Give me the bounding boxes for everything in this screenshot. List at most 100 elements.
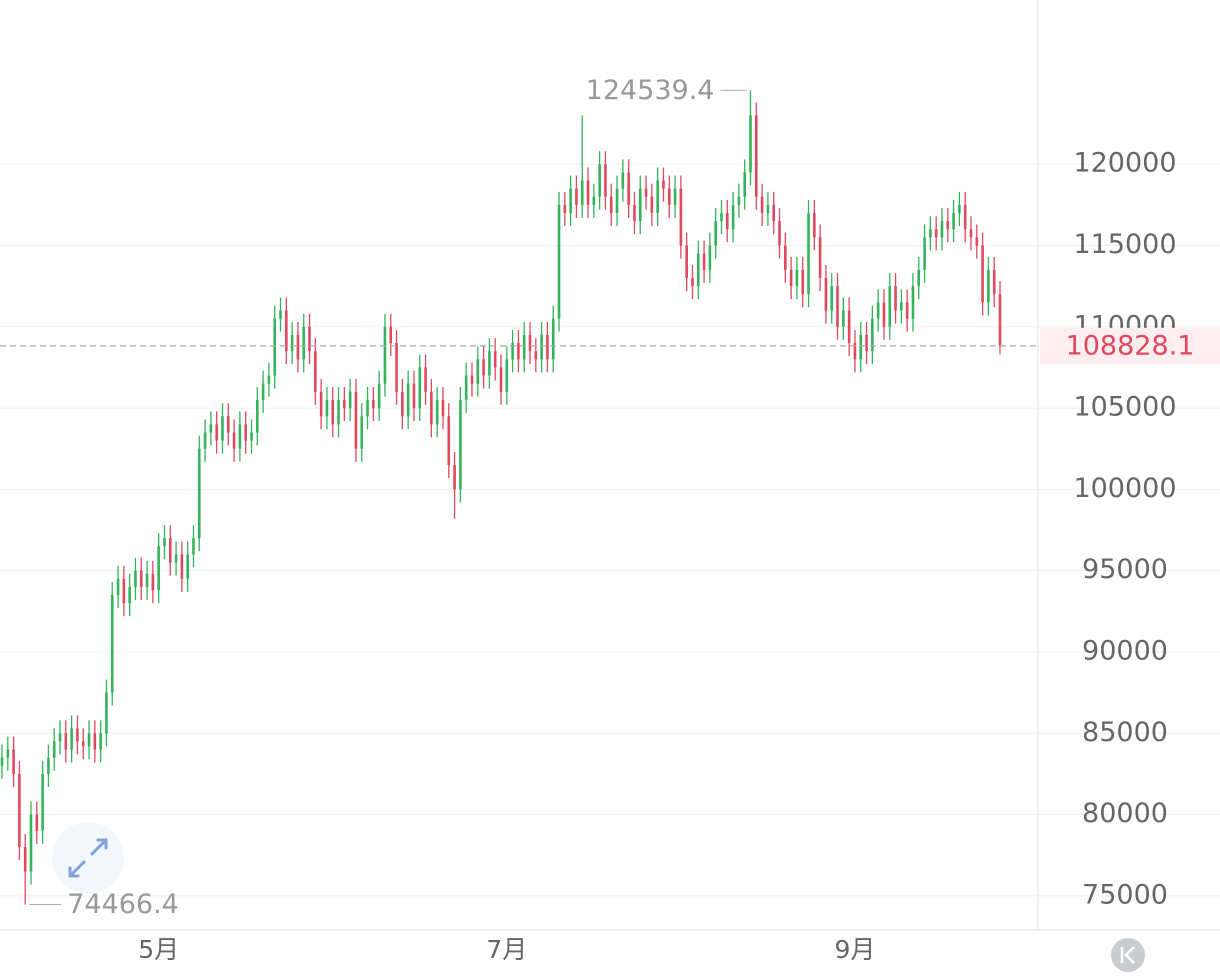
candle-body xyxy=(923,237,926,270)
candle-body xyxy=(685,245,688,279)
expand-button[interactable] xyxy=(52,822,124,894)
y-tick-label: 95000 xyxy=(1082,554,1168,585)
candle-body xyxy=(824,278,828,311)
candle-body xyxy=(395,343,398,392)
candle-body xyxy=(435,399,439,425)
candle-body xyxy=(865,334,868,352)
candle-body xyxy=(546,334,549,360)
candle-body xyxy=(29,814,33,872)
candle-body xyxy=(528,334,532,352)
candle-body xyxy=(418,367,422,409)
candle-body xyxy=(534,351,538,360)
candle-body xyxy=(441,399,445,417)
candle-body xyxy=(749,115,752,173)
candle-body xyxy=(673,188,677,205)
candle-body xyxy=(412,383,416,409)
x-tick-label: 7月 xyxy=(486,935,527,964)
candle-body xyxy=(476,359,480,384)
candle-body xyxy=(348,391,352,409)
candle-body xyxy=(6,749,10,758)
candle-body xyxy=(969,229,973,238)
candle-body xyxy=(650,196,654,213)
candle-body xyxy=(110,595,114,693)
candle-body xyxy=(772,204,776,222)
back-to-latest-button[interactable] xyxy=(1111,938,1145,972)
candles xyxy=(0,90,1002,905)
candle-body xyxy=(992,269,996,295)
candle-body xyxy=(250,432,253,441)
candle-body xyxy=(517,343,520,360)
candle-body xyxy=(401,391,404,417)
candle-body xyxy=(737,196,741,205)
candle-body xyxy=(795,269,799,287)
candle-body xyxy=(598,164,601,197)
candle-body xyxy=(389,326,393,344)
y-tick-label: 90000 xyxy=(1082,635,1168,666)
candle-body xyxy=(940,221,944,238)
candle-body xyxy=(105,692,108,734)
candle-body xyxy=(453,465,456,490)
candle-body xyxy=(116,578,120,596)
x-tick-label: 5月 xyxy=(138,935,179,964)
candle-body xyxy=(876,302,880,319)
candle-body xyxy=(325,399,329,417)
candle-body xyxy=(708,245,712,270)
candle-body xyxy=(354,391,358,449)
candle-body xyxy=(308,326,311,352)
candle-body xyxy=(157,546,160,591)
candle-body xyxy=(952,212,955,230)
candle-body xyxy=(0,757,4,766)
candle-body xyxy=(946,221,950,230)
candle-body xyxy=(842,310,845,327)
candle-body xyxy=(168,538,172,563)
candle-body xyxy=(580,180,584,205)
candle-body xyxy=(755,115,758,197)
candle-body xyxy=(633,204,636,222)
candle-body xyxy=(638,188,642,222)
candle-body xyxy=(789,269,793,287)
candle-body xyxy=(47,757,50,774)
candle-body xyxy=(540,334,543,360)
candle-body xyxy=(372,399,375,409)
candle-body xyxy=(197,448,201,539)
high-annotation: 124539.4 xyxy=(586,75,715,106)
candle-body xyxy=(818,237,822,279)
candle-body xyxy=(702,253,706,270)
candle-body xyxy=(696,253,700,287)
candle-body xyxy=(430,391,433,425)
candle-body xyxy=(511,343,514,360)
candle-body xyxy=(522,334,526,360)
candle-body xyxy=(801,269,805,295)
candle-body xyxy=(174,554,178,563)
y-tick-label: 115000 xyxy=(1073,229,1176,260)
candle-body xyxy=(35,814,39,831)
y-tick-label: 75000 xyxy=(1082,879,1168,910)
candle-body xyxy=(464,375,468,400)
candle-body xyxy=(615,188,619,213)
candle-body xyxy=(604,164,607,197)
candle-body xyxy=(482,359,485,376)
y-tick-label: 80000 xyxy=(1082,798,1168,829)
candle-body xyxy=(627,172,630,205)
candle-body xyxy=(226,416,230,433)
candle-body xyxy=(871,318,874,352)
candle-body xyxy=(58,733,62,742)
candle-body xyxy=(64,733,68,750)
candle-body xyxy=(784,245,787,270)
candle-body xyxy=(215,424,218,441)
candle-body xyxy=(238,424,242,449)
candle-body xyxy=(557,204,561,319)
labels: 7500080000850009000095000100000105000110… xyxy=(0,75,1220,964)
candle-body xyxy=(981,245,984,303)
y-tick-label: 105000 xyxy=(1073,392,1176,423)
candle-body xyxy=(499,367,503,392)
candle-body xyxy=(139,570,143,587)
candle-body xyxy=(273,318,277,376)
candle-body xyxy=(52,741,56,758)
candle-body xyxy=(209,424,213,433)
candle-body xyxy=(360,416,364,449)
candle-body xyxy=(917,269,921,287)
candle-body xyxy=(343,399,346,409)
candle-body xyxy=(267,375,271,384)
